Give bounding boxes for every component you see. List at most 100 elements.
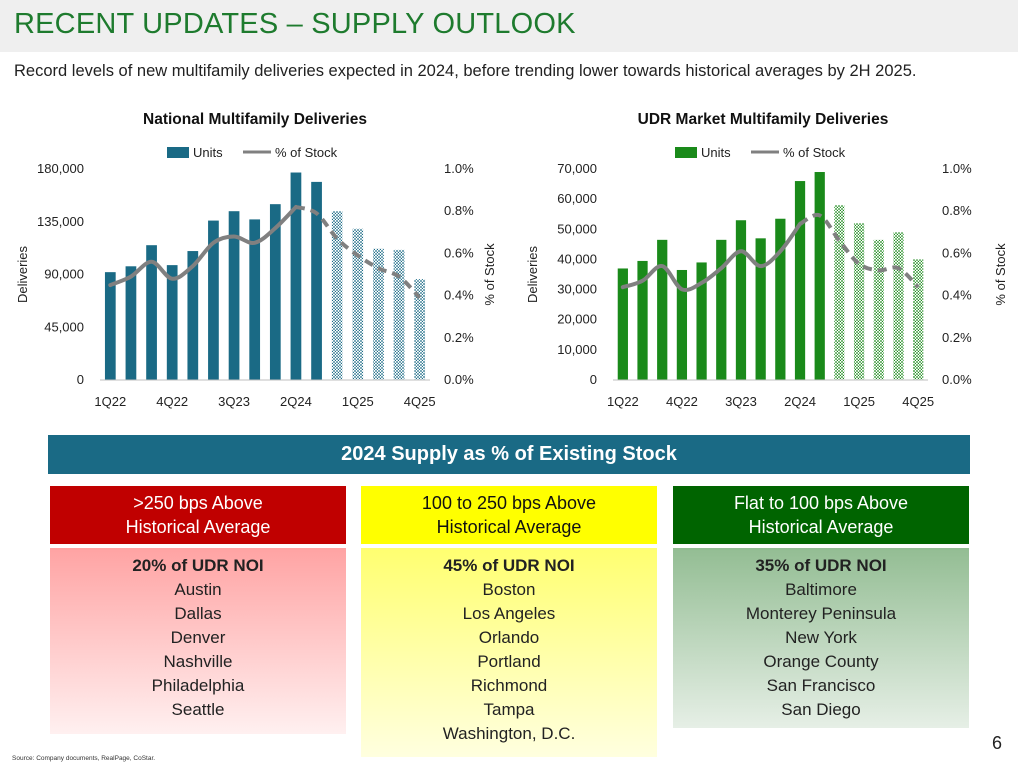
y-tick-label: 50,000 <box>557 221 597 236</box>
market-item: Boston <box>482 580 536 599</box>
y2-tick-label: 1.0% <box>444 161 474 176</box>
bar <box>104 272 116 380</box>
bar <box>893 232 904 380</box>
bar <box>873 239 884 380</box>
legend-swatch-units <box>167 147 189 158</box>
stock-line-actual <box>108 205 298 288</box>
bar <box>834 205 845 380</box>
x-tick-label: 1Q25 <box>342 394 374 409</box>
column-body: 35% of UDR NOI Baltimore Monterey Penins… <box>673 548 969 728</box>
bar <box>794 181 806 380</box>
bar <box>208 220 219 380</box>
legend-label-units: Units <box>193 145 223 160</box>
y-tick-label: 90,000 <box>44 267 84 282</box>
y-axis-label: Deliveries <box>15 245 30 303</box>
supply-column-mid: 100 to 250 bps Above Historical Average … <box>361 486 657 757</box>
market-item: San Diego <box>781 700 861 719</box>
bar <box>676 269 688 380</box>
bar <box>311 181 322 380</box>
stock-line-projected <box>295 205 422 300</box>
y2-tick-label: 0.0% <box>942 372 972 387</box>
legend-label-stock: % of Stock <box>275 145 338 160</box>
market-item: Richmond <box>470 676 548 695</box>
x-tick-label: 1Q25 <box>843 394 875 409</box>
market-item: Monterey Peninsula <box>745 604 897 623</box>
column-body: 20% of UDR NOI Austin Dallas Denver Nash… <box>50 548 346 734</box>
bar <box>166 265 178 380</box>
y2-tick-label: 0.6% <box>942 245 972 260</box>
x-tick-label: 4Q22 <box>156 394 188 409</box>
legend-label-units: Units <box>701 145 731 160</box>
bar <box>249 219 261 380</box>
bar <box>913 259 924 380</box>
market-item: Denver <box>170 628 226 647</box>
x-tick-label: 1Q22 <box>94 394 126 409</box>
bar <box>716 239 727 380</box>
y2-tick-label: 0.2% <box>942 330 972 345</box>
column-heading: Flat to 100 bps Above Historical Average <box>673 486 969 544</box>
x-tick-label: 4Q25 <box>404 394 436 409</box>
y-tick-label: 45,000 <box>44 319 84 334</box>
market-item: Tampa <box>483 700 535 719</box>
column-body: 45% of UDR NOI Boston Los Angeles Orland… <box>361 548 657 757</box>
bar <box>352 228 364 380</box>
market-item: Orange County <box>763 652 879 671</box>
supply-header: 2024 Supply as % of Existing Stock <box>48 435 970 474</box>
supply-column-high: >250 bps Above Historical Average 20% of… <box>50 486 346 734</box>
y2-tick-label: 0.0% <box>444 372 474 387</box>
bar <box>125 266 137 380</box>
page-subtitle: Record levels of new multifamily deliver… <box>14 62 917 80</box>
legend-swatch-units <box>675 147 697 158</box>
stock-line-actual <box>620 221 802 292</box>
bar <box>414 279 426 380</box>
bar <box>331 211 343 380</box>
y-tick-label: 70,000 <box>557 161 597 176</box>
y-tick-label: 40,000 <box>557 251 597 266</box>
y2-axis-label: % of Stock <box>993 243 1008 306</box>
market-item: Dallas <box>174 604 222 623</box>
bar <box>187 251 199 380</box>
stock-line-projected <box>799 212 920 289</box>
x-tick-label: 2Q24 <box>784 394 816 409</box>
chart-title: National Multifamily Deliveries <box>143 111 367 128</box>
bar <box>755 238 766 380</box>
bar <box>393 249 405 380</box>
bar <box>269 204 281 380</box>
column-heading: 100 to 250 bps Above Historical Average <box>361 486 657 544</box>
market-item: Nashville <box>163 652 233 671</box>
y2-tick-label: 0.8% <box>942 203 972 218</box>
market-item: New York <box>785 628 857 647</box>
national-chart: National Multifamily Deliveries Units % of… <box>0 100 505 420</box>
y-axis-label: Deliveries <box>525 245 540 303</box>
udr-chart: UDR Market Multifamily Deliveries Units % … <box>505 100 1018 420</box>
y-tick-label: 60,000 <box>557 191 597 206</box>
x-tick-label: 2Q24 <box>280 394 312 409</box>
bar <box>735 220 747 380</box>
y2-tick-label: 1.0% <box>942 161 972 176</box>
national-chart-svg: National Multifamily Deliveries Units % of… <box>15 111 497 409</box>
source-note: Source: Company documents, RealPage, CoS… <box>12 755 156 762</box>
y2-tick-label: 0.2% <box>444 330 474 345</box>
market-item: Portland <box>477 652 541 671</box>
page-number: 6 <box>991 733 1002 753</box>
page-title: RECENT UPDATES – SUPPLY OUTLOOK <box>14 8 576 40</box>
y-tick-label: 10,000 <box>557 342 597 357</box>
x-tick-label: 1Q22 <box>607 394 639 409</box>
bar <box>637 260 648 380</box>
legend-label-stock: % of Stock <box>783 145 846 160</box>
x-tick-label: 3Q23 <box>725 394 757 409</box>
noi-share: 45% of UDR NOI <box>443 556 575 575</box>
x-tick-label: 4Q25 <box>902 394 934 409</box>
noi-share: 35% of UDR NOI <box>755 556 887 575</box>
title-bar: RECENT UPDATES – SUPPLY OUTLOOK <box>0 0 1018 52</box>
bar <box>373 248 384 380</box>
market-item: Los Angeles <box>462 604 556 623</box>
x-tick-label: 3Q23 <box>218 394 250 409</box>
market-item: Washington, D.C. <box>442 724 576 743</box>
market-item: Baltimore <box>785 580 857 599</box>
y-tick-label: 0 <box>77 372 84 387</box>
bar <box>290 172 302 380</box>
market-item: San Francisco <box>766 676 876 695</box>
bar <box>775 218 786 380</box>
y-tick-label: 0 <box>590 372 597 387</box>
